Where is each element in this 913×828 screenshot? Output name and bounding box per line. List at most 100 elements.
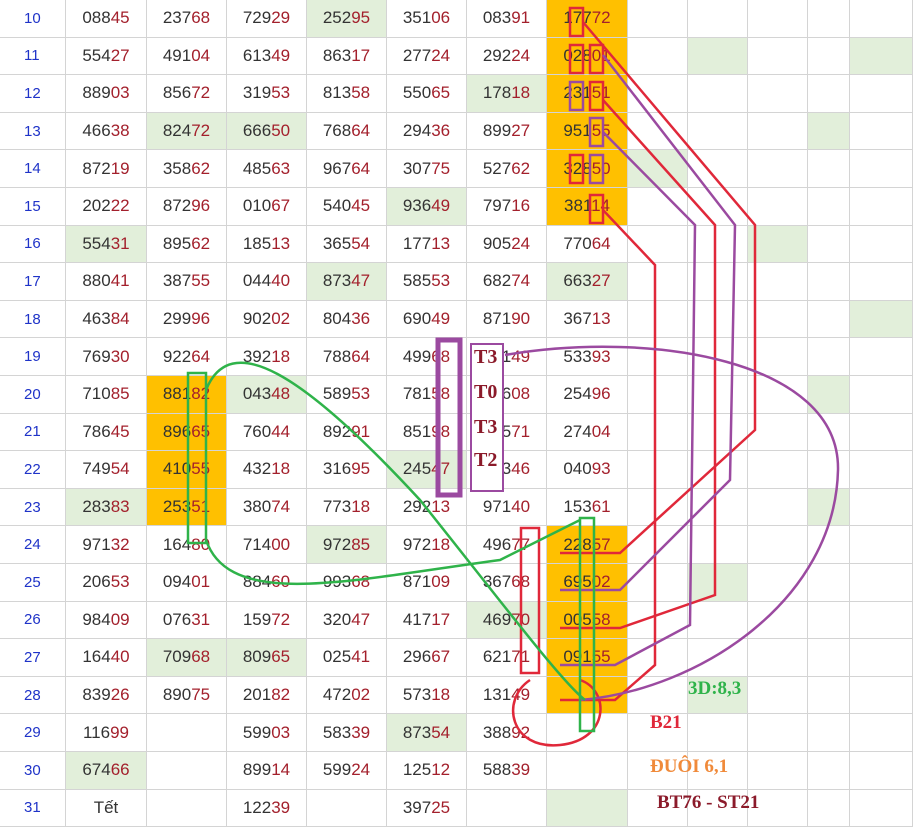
number-cell: 89291 [307,413,387,452]
number: 17772 [563,8,611,28]
number-cell: 32850 [547,150,628,188]
number-cell: 98409 [66,601,147,640]
number: 89562 [162,233,211,253]
number-cell: 39725 [387,789,467,828]
day-cell: 29 [0,714,66,752]
number: 55427 [82,45,130,65]
empty-cell [628,225,688,264]
number-cell: 97132 [66,526,147,564]
number-cell: 12512 [387,752,467,790]
number-cell: 53393 [547,338,628,376]
number-cell: 78158 [387,376,467,414]
number: 93649 [402,196,451,216]
number-cell: 08391 [467,0,547,38]
number-cell: 13149 [467,676,547,715]
number: 89665 [162,421,211,441]
empty-cell [748,752,808,790]
number-cell: 29224 [467,37,547,76]
number: 87347 [322,271,371,291]
number-cell: 41055 [147,451,227,489]
number: 70968 [162,647,211,667]
number-cell: 55065 [387,75,467,113]
tag: T3 [474,416,498,438]
day-cell: 22 [0,451,66,489]
number: 41717 [402,609,451,629]
empty-cell [628,676,688,715]
number: 36554 [322,233,371,253]
number-cell: 20653 [66,564,147,602]
number: 16480 [162,534,211,554]
number-cell: 70968 [147,639,227,677]
number-cell: 36768 [467,564,547,602]
empty-cell [850,188,913,226]
empty-cell [628,752,688,790]
number: 74954 [82,459,130,479]
number-cell: 79716 [467,188,547,226]
number-cell: 58553 [387,263,467,301]
number: 16440 [82,647,130,667]
number-cell: 27404 [547,413,628,452]
empty-cell [850,601,913,640]
empty-cell [748,188,808,226]
number: 02801 [563,45,611,65]
empty-cell [748,564,808,602]
number-cell: 88903 [66,75,147,113]
day-cell: 31 [0,789,66,828]
number: 29213 [402,497,451,517]
number-cell: 87354 [387,714,467,752]
number: 41055 [162,459,211,479]
number: 87219 [82,158,130,178]
number: 76044 [242,421,291,441]
number-cell: 80965 [227,639,307,677]
empty-cell [748,639,808,677]
number: 08391 [482,8,531,28]
number-cell [147,789,227,828]
number: 96764 [322,158,371,178]
empty-cell [850,150,913,188]
number-cell: 31695 [307,451,387,489]
number-cell: 90202 [227,300,307,339]
number: 13149 [482,685,531,705]
number-cell: 67466 [66,752,147,790]
empty-cell [748,676,808,715]
number: 47202 [322,685,371,705]
number: 54045 [322,196,371,216]
number: 58553 [402,271,451,291]
number: 29996 [162,309,211,329]
empty-cell [748,75,808,113]
number-cell [147,714,227,752]
number: 28383 [82,497,130,517]
number-cell: 01067 [227,188,307,226]
number: 90524 [482,233,531,253]
number-cell [307,789,387,828]
number: 80965 [242,647,291,667]
number: 58839 [482,760,531,780]
tag: T2 [474,449,498,471]
number: 46384 [82,309,130,329]
empty-cell [808,112,850,151]
number: 58953 [322,384,371,404]
number: 97218 [402,534,451,554]
number-cell: 16440 [66,639,147,677]
number: 87190 [482,309,531,329]
empty-cell [850,37,913,76]
number-cell: 17818 [467,75,547,113]
number-cell: 85198 [387,413,467,452]
empty-cell [628,75,688,113]
empty-cell [808,676,850,715]
number-cell: 15361 [547,488,628,527]
number: 46638 [82,121,130,141]
number-cell: 58339 [307,714,387,752]
number-cell: 47202 [307,676,387,715]
number: 04093 [563,459,611,479]
number-cell: 04348 [227,376,307,414]
number: 12512 [402,760,451,780]
number: 52762 [482,158,531,178]
empty-cell [850,225,913,264]
number-cell: 76044 [227,413,307,452]
empty-cell [808,564,850,602]
number: 77064 [563,233,611,253]
number: 00558 [563,609,611,629]
number-cell: 76864 [307,112,387,151]
empty-cell [850,639,913,677]
